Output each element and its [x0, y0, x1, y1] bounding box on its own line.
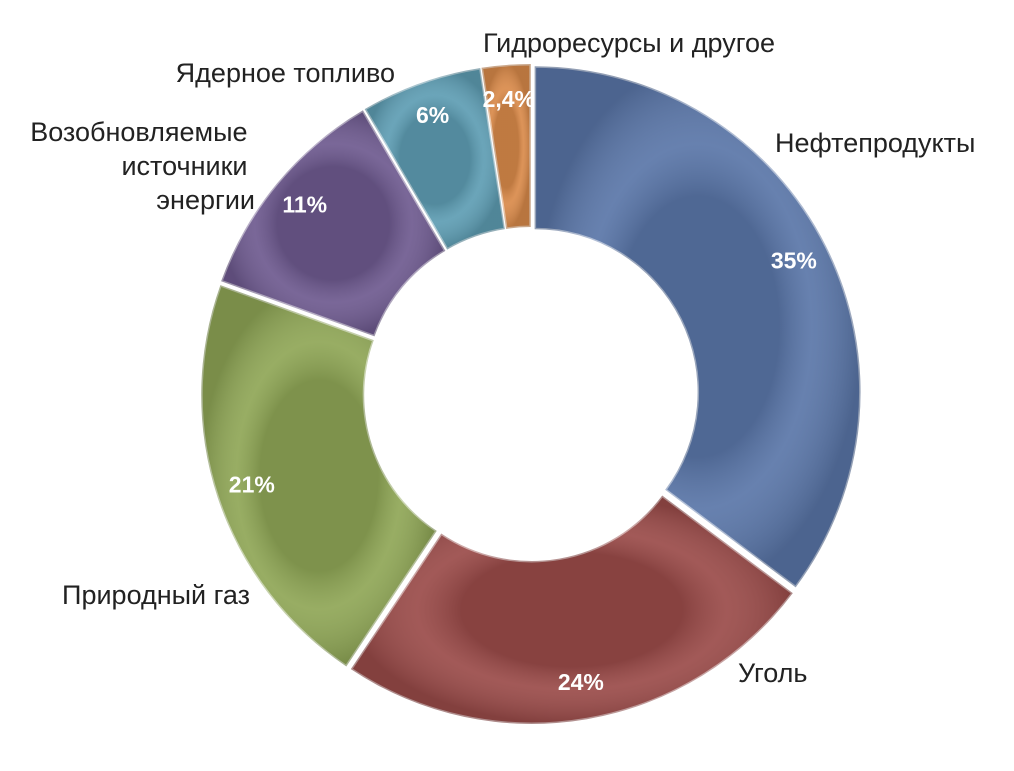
data-label: 24% [558, 669, 604, 695]
category-label: Возобновляемые источники энергии [30, 117, 255, 215]
data-label: 21% [229, 471, 275, 497]
category-label: Природный газ [62, 580, 250, 610]
data-label: 11% [282, 191, 327, 217]
category-label: Уголь [738, 658, 807, 688]
data-label: 2,4% [483, 86, 535, 112]
category-label: Нефтепродукты [775, 128, 975, 158]
category-label: Гидроресурсы и другое [483, 28, 775, 58]
data-label: 35% [771, 247, 817, 273]
data-label: 6% [416, 102, 449, 128]
category-label: Ядерное топливо [176, 58, 395, 88]
